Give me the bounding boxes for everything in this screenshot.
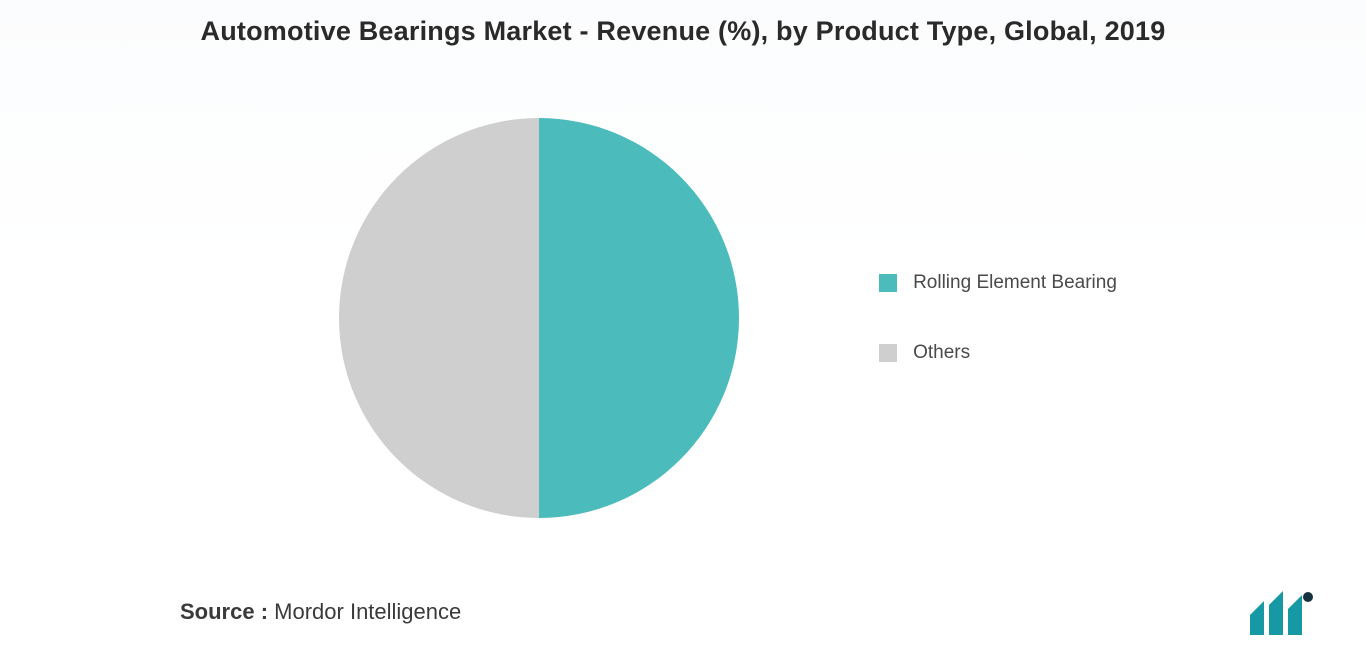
pie-slice-0 (539, 118, 739, 518)
source-value: Mordor Intelligence (274, 599, 461, 624)
legend-label: Rolling Element Bearing (913, 272, 1117, 294)
chart-main-area: Rolling Element Bearing Others (0, 80, 1366, 555)
pie-chart (339, 118, 739, 518)
chart-container: Automotive Bearings Market - Revenue (%)… (0, 0, 1366, 655)
legend: Rolling Element Bearing Others (879, 272, 1117, 364)
chart-title: Automotive Bearings Market - Revenue (%)… (0, 0, 1366, 47)
source-attribution: Source : Mordor Intelligence (180, 599, 461, 625)
legend-swatch (879, 274, 897, 292)
legend-swatch (879, 344, 897, 362)
mordor-intelligence-logo-icon (1246, 587, 1316, 637)
source-label: Source : (180, 599, 268, 624)
pie-slice-1 (339, 118, 539, 518)
legend-item-0: Rolling Element Bearing (879, 272, 1117, 294)
legend-label: Others (913, 342, 970, 364)
legend-item-1: Others (879, 342, 1117, 364)
